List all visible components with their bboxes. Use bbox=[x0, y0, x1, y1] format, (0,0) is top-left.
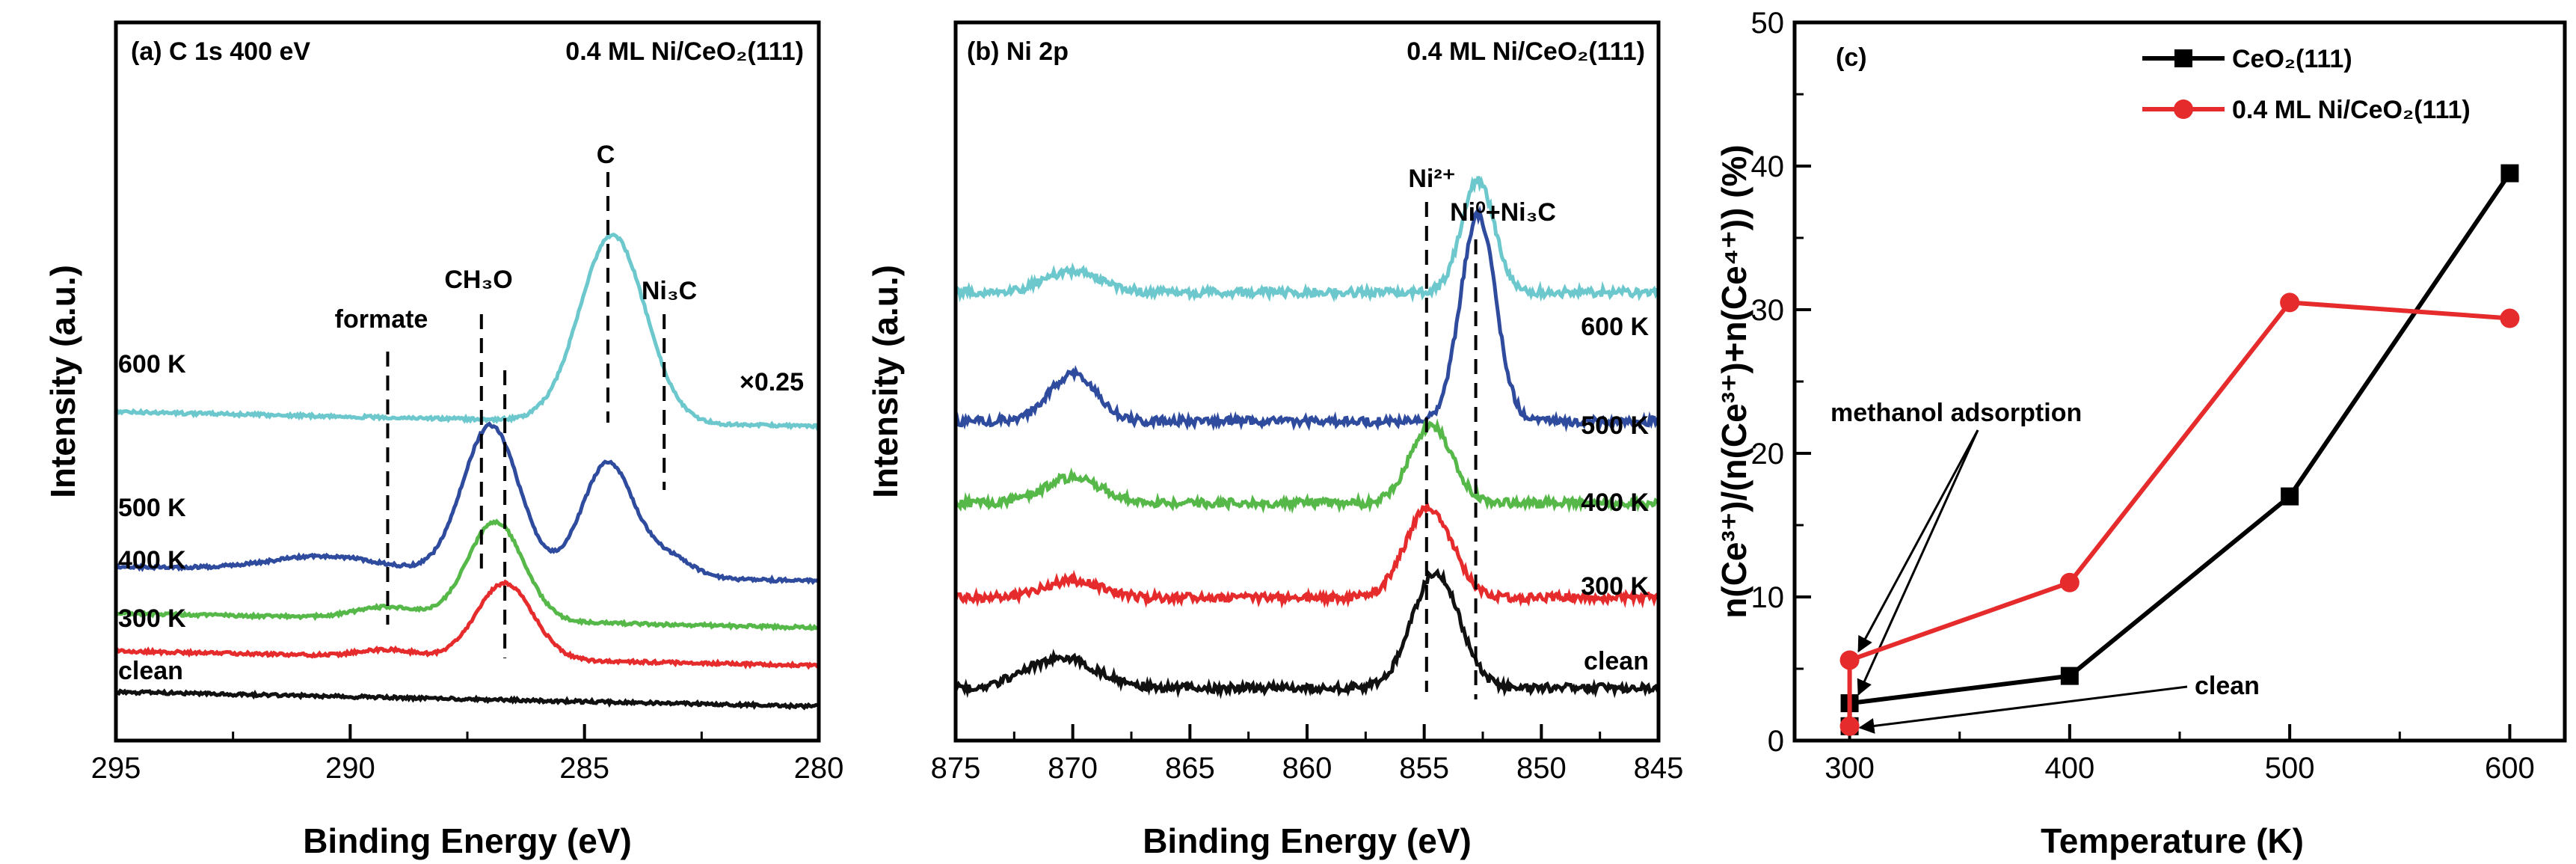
legend-label-ceo-111: CeO₂(111) bbox=[2232, 45, 2352, 73]
c-x-tick-label-500: 500 bbox=[2265, 752, 2315, 785]
panel-a-x-ticks: 295 290 285 280 bbox=[91, 724, 844, 785]
panel-c-legend: CeO₂(111) 0.4 ML Ni/CeO₂(111) bbox=[2142, 45, 2471, 124]
point-0-4-ml-ni-ceo-111-2 bbox=[2059, 572, 2079, 592]
c-y-tick-label-10: 10 bbox=[1751, 581, 1785, 614]
panel-b-sample-label: 0.4 ML Ni/CeO₂(111) bbox=[1407, 37, 1645, 66]
x-tick-label-b-850: 850 bbox=[1516, 752, 1567, 785]
panel-c-y-ticks: 0 10 20 30 40 50 bbox=[1751, 7, 1811, 758]
c-y-tick-label-20: 20 bbox=[1751, 438, 1785, 471]
x-tick-label-b-870: 870 bbox=[1048, 752, 1098, 785]
x-tick-label-b-875: 875 bbox=[931, 752, 981, 785]
annotation-clean: clean bbox=[2195, 672, 2260, 700]
c-y-tick-label-50: 50 bbox=[1751, 7, 1785, 40]
point-ceo-111-4 bbox=[2500, 164, 2519, 183]
c-x-tick-label-600: 600 bbox=[2485, 752, 2535, 785]
panel-a-curve-label-300k: 300 K bbox=[118, 604, 186, 633]
c-y-tick-label-30: 30 bbox=[1751, 294, 1785, 327]
x-tick-label-a-285: 285 bbox=[559, 752, 609, 785]
panel-a-label: (a) C 1s 400 eV bbox=[131, 37, 310, 66]
panel-c-x-axis-title: Temperature (K) bbox=[2041, 821, 2304, 860]
panel-a-reference-lines bbox=[386, 172, 666, 658]
panel-b-curve-label-300k: 300 K bbox=[1581, 572, 1649, 601]
panel-b-curve-label-400k: 400 K bbox=[1581, 488, 1649, 517]
panel-b-y-axis-title: Intensity (a.u.) bbox=[866, 265, 905, 498]
panel-a-y-axis-title: Intensity (a.u.) bbox=[43, 265, 82, 498]
peak-label-ni0-ni3c: Ni⁰+Ni₃C bbox=[1450, 198, 1556, 227]
spectrum-b-clean bbox=[953, 568, 1661, 699]
series-line-ceo-111 bbox=[1847, 171, 2512, 726]
peak-label-c: C bbox=[597, 141, 615, 169]
methanol-arrow-1 bbox=[1857, 429, 1979, 696]
x-tick-label-a-280: 280 bbox=[794, 752, 844, 785]
peak-label-ni3c: Ni₃C bbox=[642, 277, 697, 305]
panel-b-curve-label-500k: 500 K bbox=[1581, 411, 1649, 440]
point-0-4-ml-ni-ceo-111-0 bbox=[1839, 716, 1860, 736]
annotation-methanol-adsorption: methanol adsorption bbox=[1830, 399, 2082, 427]
spectrum-a-300-k bbox=[114, 579, 820, 670]
x-tick-label-a-290: 290 bbox=[325, 752, 375, 785]
series-line-0-4-ml-ni-ceo-111 bbox=[1847, 300, 2510, 726]
spectrum-a-600-k bbox=[114, 233, 820, 431]
clean-arrow bbox=[1858, 685, 2188, 734]
panel-a-scale-note: ×0.25 bbox=[740, 368, 804, 396]
x-tick-label-b-855: 855 bbox=[1399, 752, 1449, 785]
point-0-4-ml-ni-ceo-111-1 bbox=[1839, 650, 1860, 670]
panel-c-series bbox=[1839, 164, 2520, 736]
spectrum-a-500-k bbox=[115, 421, 821, 586]
spectrum-a-clean bbox=[115, 688, 820, 711]
spectrum-b-600-k bbox=[953, 176, 1659, 303]
point-0-4-ml-ni-ceo-111-4 bbox=[2500, 308, 2520, 328]
panel-a-x-axis-title: Binding Energy (eV) bbox=[303, 821, 632, 860]
panel-b-curve-label-clean: clean bbox=[1584, 647, 1649, 675]
panel-c-y-axis-title: n(Ce³⁺)/(n(Ce³⁺)+n(Ce⁴⁺)) (%) bbox=[1715, 144, 1753, 618]
legend-marker-ceo-111 bbox=[2174, 49, 2192, 67]
spectrum-a-400-k bbox=[115, 518, 820, 631]
panel-b-label: (b) Ni 2p bbox=[967, 37, 1069, 66]
panel-b: 875 870 865 860 855 850 845 (b) Ni 2p 0.4 ML N… bbox=[866, 20, 1684, 860]
panel-a-curves bbox=[114, 233, 821, 711]
point-0-4-ml-ni-ceo-111-3 bbox=[2280, 292, 2300, 313]
panel-b-curve-label-600k: 600 K bbox=[1581, 313, 1649, 341]
panel-a-curve-label-400k: 400 K bbox=[118, 546, 186, 575]
peak-label-ch3o: CH₃O bbox=[444, 266, 512, 294]
c-x-tick-label-400: 400 bbox=[2044, 752, 2094, 785]
panel-b-reference-lines bbox=[1424, 202, 1478, 699]
peak-label-formate: formate bbox=[335, 305, 428, 334]
point-ceo-111-3 bbox=[2281, 487, 2299, 506]
c-y-tick-label-0: 0 bbox=[1768, 725, 1784, 758]
peak-label-ni2plus: Ni²⁺ bbox=[1408, 165, 1455, 193]
x-tick-label-b-865: 865 bbox=[1165, 752, 1215, 785]
panel-b-x-axis-title: Binding Energy (eV) bbox=[1143, 821, 1472, 860]
panel-b-x-ticks: 875 870 865 860 855 850 845 bbox=[931, 724, 1684, 785]
c-x-tick-label-300: 300 bbox=[1825, 752, 1875, 785]
panel-a: 295 290 285 280 (a) C 1s 400 eV 0.4 ML Ni/C… bbox=[43, 20, 844, 860]
panel-a-curve-label-clean: clean bbox=[118, 657, 183, 685]
spectrum-b-500-k bbox=[953, 205, 1661, 432]
panel-a-sample-label: 0.4 ML Ni/CeO₂(111) bbox=[565, 37, 804, 66]
x-tick-label-b-860: 860 bbox=[1282, 752, 1332, 785]
point-ceo-111-2 bbox=[2060, 667, 2079, 685]
panel-a-curve-label-500k: 500 K bbox=[118, 494, 186, 522]
panel-c: 300 400 500 600 0 10 20 30 40 50 (c) CeO₂(111) 0.… bbox=[1715, 7, 2567, 860]
x-tick-label-b-845: 845 bbox=[1634, 752, 1684, 785]
methanol-arrow-0 bbox=[1857, 429, 1979, 653]
panel-c-frame bbox=[1792, 20, 2567, 743]
panel-b-curves bbox=[953, 176, 1661, 699]
legend-marker-0-4-ml-ni-ceo-111 bbox=[2174, 99, 2193, 119]
legend-label-0-4-ml-ni-ceo-111: 0.4 ML Ni/CeO₂(111) bbox=[2232, 96, 2471, 124]
panel-c-x-ticks: 300 400 500 600 bbox=[1825, 724, 2535, 785]
spectrum-b-300-k bbox=[953, 498, 1659, 609]
panel-a-frame bbox=[114, 20, 821, 743]
x-tick-label-a-295: 295 bbox=[91, 752, 141, 785]
panel-a-curve-label-600k: 600 K bbox=[118, 350, 186, 379]
panel-c-label: (c) bbox=[1836, 43, 1867, 72]
spectrum-b-400-k bbox=[953, 418, 1660, 515]
c-y-tick-label-40: 40 bbox=[1751, 150, 1785, 183]
